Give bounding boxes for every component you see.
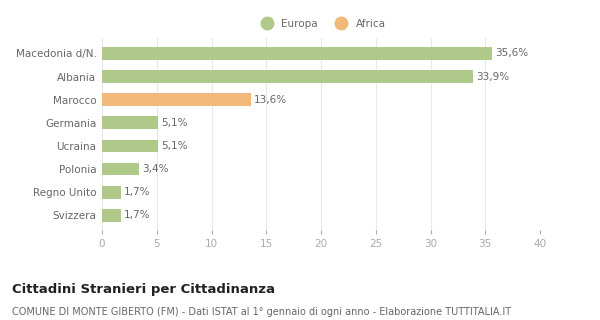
Bar (102, 186, 121, 198)
Text: COMUNE DI MONTE GIBERTO (FM) - Dati ISTAT al 1° gennaio di ogni anno - Elaborazi: COMUNE DI MONTE GIBERTO (FM) - Dati ISTA… (12, 307, 511, 317)
Bar (102, 116, 158, 129)
Text: 33,9%: 33,9% (476, 72, 509, 82)
Text: 1,7%: 1,7% (124, 187, 151, 197)
Text: 13,6%: 13,6% (254, 95, 287, 105)
Bar (102, 163, 139, 175)
Text: 5,1%: 5,1% (161, 141, 188, 151)
Text: 1,7%: 1,7% (124, 210, 151, 220)
Bar (102, 70, 473, 83)
Text: 35,6%: 35,6% (495, 49, 528, 59)
Text: 3,4%: 3,4% (143, 164, 169, 174)
Text: 5,1%: 5,1% (161, 118, 188, 128)
Legend: Europa, Africa: Europa, Africa (252, 15, 390, 33)
Text: Cittadini Stranieri per Cittadinanza: Cittadini Stranieri per Cittadinanza (12, 283, 275, 296)
Bar (102, 209, 121, 222)
Bar (102, 140, 158, 152)
Bar (102, 47, 492, 60)
Bar (102, 93, 251, 106)
